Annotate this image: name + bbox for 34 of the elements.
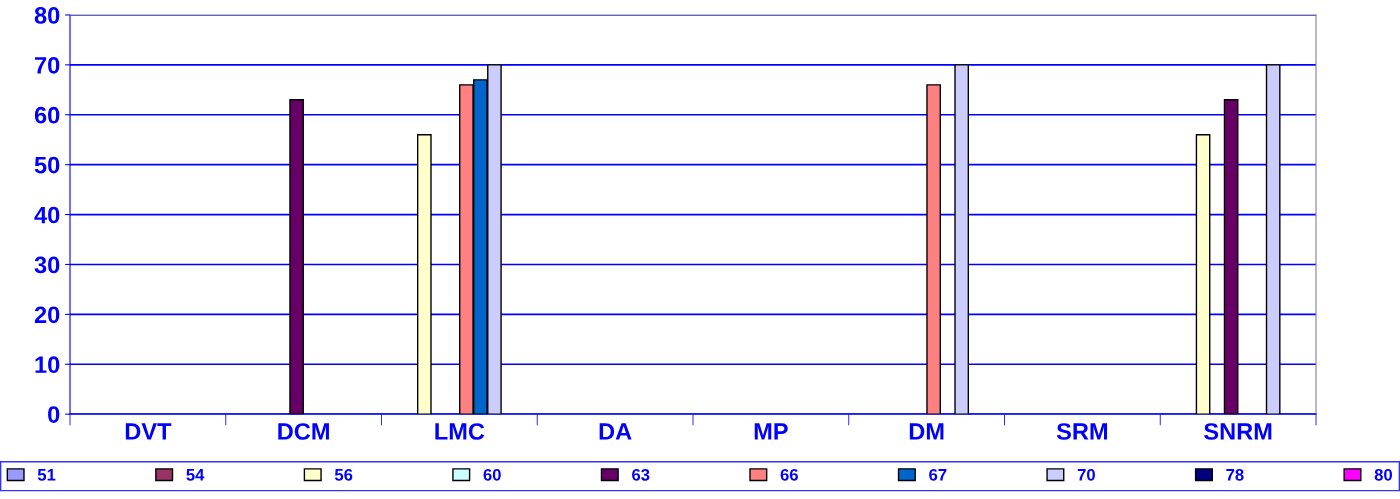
- legend-label: 51: [37, 469, 56, 481]
- x-tick-label: DM: [909, 423, 944, 440]
- x-tick-label: DCM: [278, 423, 329, 440]
- bar: [1223, 99, 1239, 415]
- bar: [416, 134, 432, 415]
- bar: [1195, 134, 1211, 415]
- legend-label: 56: [334, 468, 353, 481]
- bar: [289, 99, 304, 415]
- y-tick-label: 0: [48, 406, 60, 423]
- y-tick-label: 60: [34, 106, 60, 124]
- bar: [926, 84, 941, 415]
- legend-label: 80: [1374, 468, 1392, 481]
- x-tick-label: DVT: [125, 423, 172, 440]
- bar: [1265, 64, 1281, 415]
- y-tick-label: 20: [34, 306, 60, 324]
- y-tick-label: 50: [34, 156, 60, 174]
- bar: [954, 64, 970, 415]
- y-tick-label: 80: [34, 7, 60, 24]
- legend-label: 70: [1077, 468, 1095, 481]
- legend-label: 67: [929, 468, 947, 481]
- legend-label: 78: [1226, 468, 1244, 481]
- legend-label: 63: [632, 468, 650, 481]
- x-tick-label: DA: [599, 423, 632, 440]
- y-tick-label: 40: [34, 206, 60, 224]
- y-tick-label: 70: [35, 56, 60, 74]
- y-tick-label: 30: [34, 256, 60, 274]
- x-tick-label: MP: [754, 423, 788, 440]
- legend-label: 60: [483, 468, 501, 481]
- x-tick-label: SRM: [1056, 423, 1108, 440]
- x-tick-label: SNRM: [1204, 423, 1272, 440]
- y-tick-label: 10: [35, 356, 60, 374]
- legend-label: 54: [186, 469, 205, 481]
- legend-label: 66: [780, 468, 798, 481]
- x-tick-label: LMC: [435, 423, 485, 440]
